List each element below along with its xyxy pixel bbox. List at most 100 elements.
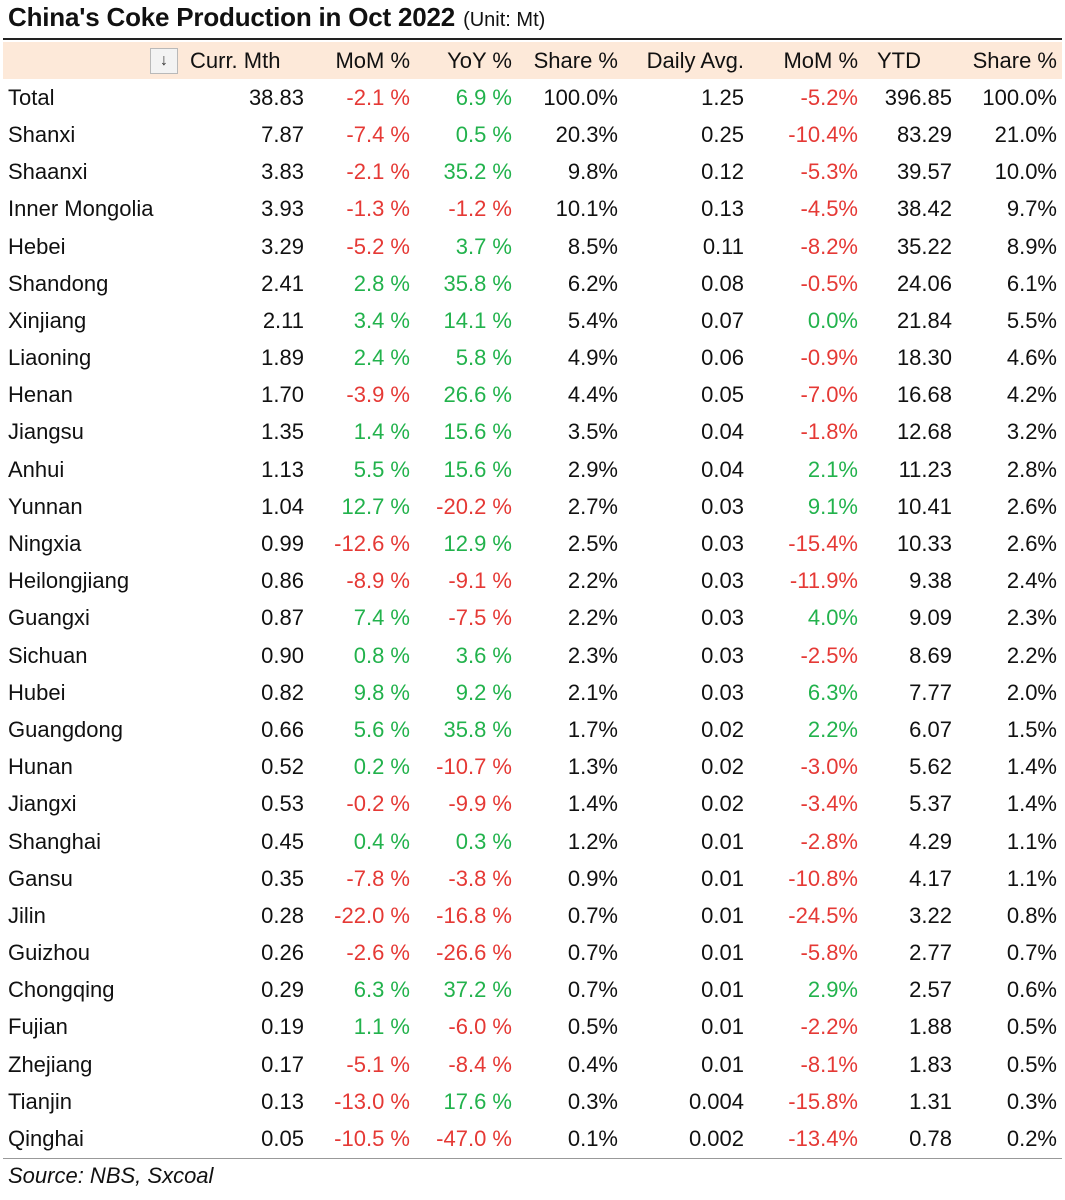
- table-row: Hubei 0.82 9.8 % 9.2 % 2.1% 0.03 6.3% 7.77 2.0%: [3, 674, 1062, 711]
- cell-share: 2.2%: [567, 605, 618, 631]
- cell-daily-avg: 0.004: [688, 1088, 744, 1114]
- cell-daily-mom: -11.9%: [789, 568, 858, 594]
- cell-curr-mth: 0.19: [261, 1014, 304, 1040]
- cell-ytd-share: 9.7%: [1006, 196, 1057, 222]
- cell-daily-mom: -2.5%: [800, 642, 858, 668]
- cell-mom: 3.4 %: [353, 307, 410, 333]
- cell-region: Gansu: [8, 865, 73, 891]
- table-row: Tianjin 0.13 -13.0 % 17.6 % 0.3% 0.004 -15.8% 1…: [3, 1083, 1062, 1120]
- cell-daily-mom: -10.8%: [788, 865, 858, 891]
- cell-ytd-share: 2.4%: [1006, 568, 1057, 594]
- cell-daily-avg: 0.03: [701, 605, 744, 631]
- table-row: Hunan 0.52 0.2 % -10.7 % 1.3% 0.02 -3.0% 5.62 1.…: [3, 749, 1062, 786]
- cell-daily-avg: 0.05: [701, 382, 744, 408]
- cell-ytd-share: 0.5%: [1006, 1014, 1057, 1040]
- cell-ytd: 2.77: [909, 940, 952, 966]
- cell-mom: 0.8 %: [353, 642, 410, 668]
- cell-share: 1.7%: [567, 716, 618, 742]
- cell-ytd-share: 21.0%: [994, 121, 1057, 147]
- cell-share: 100.0%: [543, 84, 618, 110]
- cell-ytd-share: 1.1%: [1006, 828, 1057, 854]
- cell-share: 2.9%: [567, 456, 618, 482]
- cell-mom: -0.2 %: [346, 791, 410, 817]
- cell-curr-mth: 0.82: [261, 679, 304, 705]
- cell-curr-mth: 1.70: [261, 382, 304, 408]
- header-row: ↓︎ Curr. Mth MoM % YoY % Share % Daily A…: [3, 42, 1062, 80]
- cell-curr-mth: 2.41: [261, 270, 304, 296]
- cell-mom: -12.6 %: [334, 531, 410, 557]
- cell-curr-mth: 0.13: [261, 1088, 304, 1114]
- cell-ytd-share: 0.3%: [1006, 1088, 1057, 1114]
- cell-daily-mom: 9.1%: [807, 493, 858, 519]
- cell-ytd: 4.29: [909, 828, 952, 854]
- cell-yoy: -6.0 %: [448, 1014, 512, 1040]
- cell-ytd: 39.57: [896, 159, 952, 185]
- cell-daily-avg: 0.02: [701, 791, 744, 817]
- cell-yoy: -7.5 %: [448, 605, 512, 631]
- cell-daily-avg: 0.13: [701, 196, 744, 222]
- production-table: ↓︎ Curr. Mth MoM % YoY % Share % Daily A…: [3, 42, 1062, 1158]
- cell-curr-mth: 0.52: [261, 754, 304, 780]
- cell-daily-mom: -2.8%: [800, 828, 858, 854]
- cell-ytd: 8.69: [909, 642, 952, 668]
- cell-ytd-share: 4.6%: [1006, 345, 1057, 371]
- title-block: China's Coke Production in Oct 2022 (Uni…: [8, 2, 545, 36]
- cell-share: 0.7%: [567, 902, 618, 928]
- cell-region: Chongqing: [8, 977, 115, 1003]
- cell-curr-mth: 1.04: [261, 493, 304, 519]
- cell-daily-avg: 0.01: [701, 1014, 744, 1040]
- cell-ytd: 24.06: [896, 270, 952, 296]
- cell-mom: 2.4 %: [353, 345, 410, 371]
- cell-ytd: 35.22: [896, 233, 952, 259]
- cell-daily-mom: -15.8%: [788, 1088, 858, 1114]
- cell-daily-mom: -5.2%: [800, 84, 858, 110]
- cell-curr-mth: 0.90: [261, 642, 304, 668]
- cell-daily-avg: 0.01: [701, 828, 744, 854]
- cell-yoy: 35.8 %: [443, 716, 513, 742]
- cell-ytd-share: 5.5%: [1006, 307, 1057, 333]
- table-row: Jiangxi 0.53 -0.2 % -9.9 % 1.4% 0.02 -3.4% 5.37…: [3, 786, 1062, 823]
- cell-daily-mom: 2.1%: [807, 456, 858, 482]
- cell-ytd-share: 8.9%: [1006, 233, 1057, 259]
- cell-region: Shandong: [8, 270, 109, 296]
- cell-yoy: -9.1 %: [448, 568, 512, 594]
- cell-share: 6.2%: [567, 270, 618, 296]
- cell-curr-mth: 0.28: [261, 902, 304, 928]
- cell-daily-mom: -3.0%: [800, 754, 858, 780]
- cell-mom: -2.6 %: [346, 940, 410, 966]
- cell-daily-avg: 0.03: [701, 679, 744, 705]
- table-row: Liaoning 1.89 2.4 % 5.8 % 4.9% 0.06 -0.9% 18.30…: [3, 340, 1062, 377]
- cell-share: 1.3%: [567, 754, 618, 780]
- cell-ytd: 1.88: [909, 1014, 952, 1040]
- cell-curr-mth: 3.83: [261, 159, 304, 185]
- cell-daily-mom: -5.8%: [800, 940, 858, 966]
- cell-yoy: 0.5 %: [455, 121, 512, 147]
- cell-share: 0.4%: [567, 1051, 618, 1077]
- cell-region: Ningxia: [8, 531, 82, 557]
- cell-mom: 7.4 %: [353, 605, 410, 631]
- cell-yoy: 12.9 %: [443, 531, 513, 557]
- cell-daily-mom: -4.5%: [800, 196, 858, 222]
- cell-share: 0.7%: [567, 977, 618, 1003]
- table-row: Henan 1.70 -3.9 % 26.6 % 4.4% 0.05 -7.0% 16.68 4…: [3, 377, 1062, 414]
- cell-curr-mth: 0.17: [261, 1051, 304, 1077]
- cell-yoy: -20.2 %: [436, 493, 512, 519]
- cell-daily-avg: 0.03: [701, 493, 744, 519]
- cell-share: 0.1%: [567, 1126, 618, 1152]
- cell-curr-mth: 7.87: [261, 121, 304, 147]
- cell-curr-mth: 0.05: [261, 1126, 304, 1152]
- cell-ytd-share: 2.2%: [1006, 642, 1057, 668]
- table-body: Total 38.83 -2.1 % 6.9 % 100.0% 1.25 -5.2% 396.…: [3, 79, 1062, 1157]
- table-row: Jiangsu 1.35 1.4 % 15.6 % 3.5% 0.04 -1.8% 12.68…: [3, 414, 1062, 451]
- cell-share: 5.4%: [567, 307, 618, 333]
- cell-mom: 0.4 %: [353, 828, 410, 854]
- cell-ytd: 11.23: [898, 456, 952, 482]
- cell-yoy: -26.6 %: [436, 940, 512, 966]
- source-note: Source: NBS, Sxcoal: [8, 1163, 214, 1188]
- cell-daily-mom: -7.0%: [800, 382, 858, 408]
- cell-daily-mom: -2.2%: [800, 1014, 858, 1040]
- cell-curr-mth: 0.66: [261, 716, 304, 742]
- sort-descending-icon[interactable]: ↓︎: [150, 48, 178, 75]
- cell-ytd-share: 1.1%: [1006, 865, 1057, 891]
- cell-region: Sichuan: [8, 642, 88, 668]
